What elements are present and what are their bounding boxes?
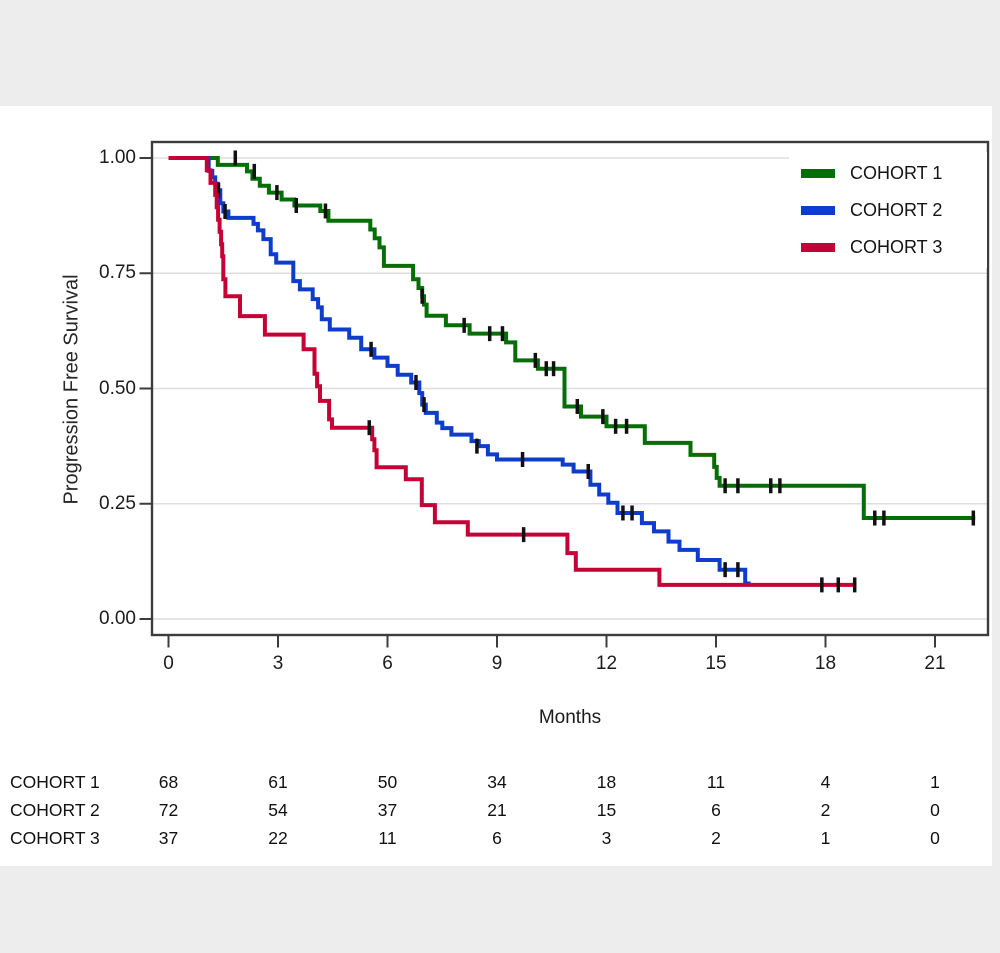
legend-line-swatch [801, 168, 835, 178]
y-tick-label: 0.25 [99, 492, 136, 514]
legend-item: COHORT 3 [789, 232, 987, 262]
legend-item: COHORT 2 [789, 195, 987, 225]
y-tick-label: 1.00 [99, 147, 136, 168]
legend: COHORT 1 COHORT 2 COHORT 3 [789, 152, 987, 268]
x-axis-title: Months [538, 707, 602, 728]
y-tick-label: 0.75 [99, 262, 136, 284]
legend-label: COHORT 3 [850, 236, 943, 257]
x-tick-label: 0 [163, 653, 174, 674]
legend-line-swatch [801, 242, 835, 252]
y-tick-label: 0.50 [99, 377, 136, 399]
legend-label: COHORT 1 [850, 162, 943, 183]
km-curve-cohort-2 [168, 156, 751, 586]
legend-line-swatch [801, 205, 835, 215]
legend-item: COHORT 1 [789, 158, 987, 188]
km-curve-cohort-3 [168, 156, 857, 587]
legend-label: COHORT 2 [850, 199, 943, 220]
x-tick-label: 12 [595, 653, 618, 674]
x-tick-label: 18 [814, 653, 837, 674]
y-tick-label: 0.00 [99, 608, 136, 629]
x-tick-label: 3 [272, 653, 284, 674]
x-tick-label: 6 [382, 653, 393, 674]
x-tick-label: 9 [491, 653, 503, 674]
x-tick-label: 15 [705, 653, 727, 674]
x-tick-label: 21 [924, 653, 946, 674]
